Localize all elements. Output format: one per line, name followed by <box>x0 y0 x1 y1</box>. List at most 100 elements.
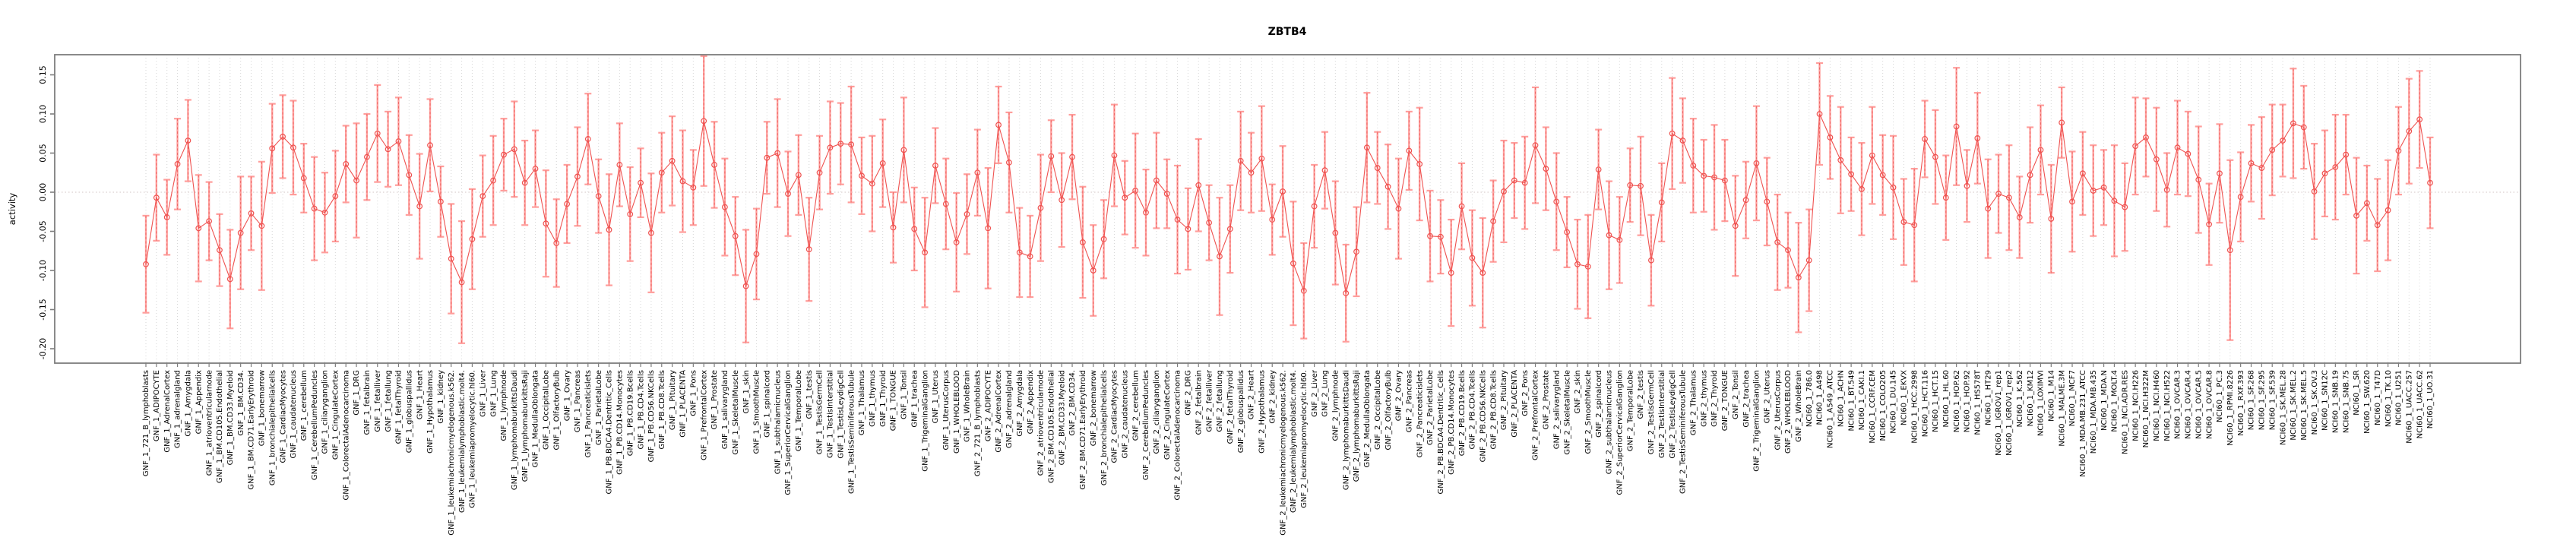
x-tick-label: GNF_1_PB.BDCA4.Dentritic_Cells <box>606 370 614 494</box>
data-point <box>2300 124 2307 131</box>
data-point <box>1353 248 1359 255</box>
x-tick-label: GNF_1_MedullaOblongata <box>532 370 540 467</box>
x-tick-label: GNF_1_Pancreas <box>574 370 582 432</box>
data-point <box>2100 184 2107 191</box>
data-point <box>627 210 634 217</box>
y-tick-label: -0.05 <box>38 220 48 242</box>
x-tick-label: NCI60_1_OVCAR.4 <box>2185 370 2193 439</box>
data-point <box>553 240 560 246</box>
x-tick-label: GNF_2_fetallung <box>1216 370 1224 432</box>
data-point <box>1595 166 1602 173</box>
data-point <box>1721 177 1728 184</box>
data-point <box>2353 213 2359 219</box>
x-tick-label: GNF_1_trachea <box>910 370 919 428</box>
x-tick-label: GNF_2_TrigeminalGanglion <box>1753 370 1761 472</box>
x-tick-label: GNF_1_testis <box>805 370 814 419</box>
data-point <box>185 138 191 144</box>
x-tick-label: GNF_1_WholeBrain <box>964 370 972 442</box>
x-tick-label: GNF_1_Thalamus <box>858 370 866 435</box>
data-point <box>353 177 359 184</box>
data-point <box>1574 261 1581 267</box>
data-point <box>721 204 728 210</box>
data-point <box>1079 239 1086 245</box>
data-point <box>1521 179 1528 186</box>
x-tick-label: NCI60_1_U251 <box>2395 370 2404 425</box>
x-tick-label: GNF_2_PLACENTA <box>1511 370 1519 438</box>
x-tick-label: GNF_1_leukemiapromyelocytic.hl60. <box>469 370 477 508</box>
x-tick-label: GNF_2_BM.CD34. <box>1068 370 1077 436</box>
data-point <box>1785 247 1791 254</box>
x-tick-label: NCI60_1_ACHN <box>1837 370 1845 427</box>
x-tick-label: NCI60_1_COLO205 <box>1879 370 1888 441</box>
x-tick-label: GNF_2_spinalcord <box>1595 370 1603 438</box>
data-point <box>2174 144 2181 151</box>
data-point <box>427 142 433 149</box>
data-point <box>1511 177 1517 184</box>
x-tick-label: GNF_2_SkeletalMuscle <box>1563 370 1571 455</box>
x-tick-label: NCI60_1_HCT.15 <box>1932 370 1940 432</box>
x-tick-label: NCI60_1_MALME.3M <box>2058 370 2066 447</box>
x-tick-label: GNF_2_lymphomaburkittsRaji <box>1353 370 1361 482</box>
data-point <box>1458 203 1465 210</box>
data-point <box>869 180 875 187</box>
data-point <box>2016 214 2023 220</box>
data-point <box>1090 267 1097 274</box>
x-tick-label: GNF_2_leukemiachronicmyelogenous.k562. <box>1279 370 1287 536</box>
data-point <box>1406 147 1413 154</box>
data-point <box>2153 156 2160 163</box>
data-point <box>1027 253 1033 260</box>
data-point <box>2185 150 2191 157</box>
x-tick-label: GNF_1_leukemialymphoblastic.molt4. <box>458 370 467 513</box>
data-point <box>774 150 781 157</box>
x-tick-label: NCI60_1_NCI.H460 <box>2153 370 2161 441</box>
data-point <box>900 147 907 153</box>
x-tick-label: NCI60_1_SF.295 <box>2258 370 2267 430</box>
data-point <box>143 261 149 267</box>
data-point <box>1311 203 1318 210</box>
data-point <box>217 247 223 254</box>
data-point <box>1690 163 1697 169</box>
data-point <box>638 179 644 186</box>
x-tick-label: GNF_1_bonemarrow <box>258 370 267 446</box>
x-tick-label: GNF_2_AdrenalCortex <box>995 370 1003 453</box>
data-point <box>163 214 170 220</box>
x-tick-label: GNF_2_fetalliver <box>1205 369 1214 432</box>
x-tick-label: GNF_2_globuspallidus <box>1237 370 1245 453</box>
x-tick-label: GNF_2_Pituitary <box>1500 370 1508 430</box>
x-tick-label: GNF_1_TONGUE <box>890 370 898 431</box>
x-tick-label: GNF_1_bronchialepithelialcells <box>268 370 277 485</box>
x-tick-label: NCI60_1_PC.3 <box>2216 370 2224 422</box>
data-point <box>753 251 760 258</box>
data-point <box>2206 221 2212 228</box>
data-point <box>1006 159 1012 166</box>
x-tick-label: GNF_1_Heart <box>416 370 424 419</box>
data-point <box>195 225 202 232</box>
data-point <box>1942 194 1949 201</box>
data-point <box>2122 204 2128 210</box>
x-tick-label: GNF_1_UterusCorpus <box>942 370 951 451</box>
data-point <box>1922 136 1928 142</box>
data-point <box>226 276 233 283</box>
data-point <box>890 224 897 231</box>
data-point <box>1564 229 1570 236</box>
x-tick-label: GNF_2_PB.CD56.NKCells <box>1479 370 1487 462</box>
x-tick-label: NCI60_1_MDA.N <box>2100 370 2109 431</box>
x-tick-label: GNF_2_ciliaryganglion <box>1153 370 1161 454</box>
x-tick-label: GNF_1_ParietalLobe <box>595 370 603 445</box>
data-point <box>1985 205 1992 212</box>
x-tick-label: GNF_1_Lung <box>489 370 498 417</box>
data-point <box>1069 153 1075 160</box>
x-tick-label: GNF_2_Amygdala <box>1016 370 1024 437</box>
x-tick-label: GNF_1_ColorectalAdenocarcinoma <box>342 370 350 500</box>
data-point <box>1805 257 1812 264</box>
x-tick-label: NCI60_1_SK.MEL.2 <box>2290 370 2298 441</box>
x-tick-label: NCI60_1_SK.MEL.28 <box>2279 370 2287 445</box>
data-point <box>1048 153 1055 160</box>
x-tick-label: GNF_1_PB.CD14.Monocytes <box>616 370 625 475</box>
x-tick-label: GNF_1_TestisGermCell <box>816 370 824 454</box>
x-tick-label: GNF_2_Tonsil <box>1732 370 1740 419</box>
x-tick-label: NCI60_1_BT.549 <box>1847 370 1856 432</box>
x-tick-label: GNF_1_globuspallidus <box>406 370 414 453</box>
data-point <box>2343 151 2350 158</box>
data-point <box>437 198 444 205</box>
